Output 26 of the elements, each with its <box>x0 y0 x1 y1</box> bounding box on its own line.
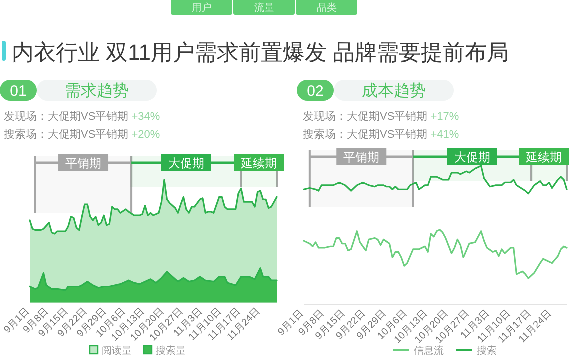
text: 发现场：大促期VS平销期 <box>303 110 431 123</box>
band-label: 大促期 <box>454 150 490 164</box>
text: +34% <box>132 111 160 123</box>
text: 01 <box>10 83 27 100</box>
legend-label: 信息流 <box>414 345 444 357</box>
text: 搜索场：大促期VS平销期 <box>303 128 431 141</box>
text: 搜索场：大促期VS平销期 <box>4 128 132 141</box>
band-label: 平销期 <box>344 150 380 164</box>
chart-title: 需求趋势 <box>65 82 129 100</box>
legend-label: 搜索 <box>477 345 497 357</box>
band-label: 平销期 <box>66 156 102 170</box>
band-label: 延续期 <box>525 150 562 164</box>
band-label: 延续期 <box>240 156 278 170</box>
text: +17% <box>430 111 460 123</box>
text: +20% <box>132 129 160 141</box>
text: 02 <box>307 83 324 100</box>
legend-label: 搜索量 <box>156 345 186 357</box>
text: 流量 <box>254 2 274 14</box>
band-label: 大促期 <box>168 156 204 170</box>
text: 用户 <box>192 2 212 14</box>
text: 品类 <box>316 2 337 14</box>
chart-title: 成本趋势 <box>362 82 426 100</box>
legend-label: 阅读量 <box>102 345 132 357</box>
text: 发现场：大促期VS平销期 <box>4 110 132 123</box>
text: +41% <box>430 129 460 141</box>
text: 内衣行业 双11用户需求前置爆发 品牌需要提前布局 <box>12 40 510 65</box>
